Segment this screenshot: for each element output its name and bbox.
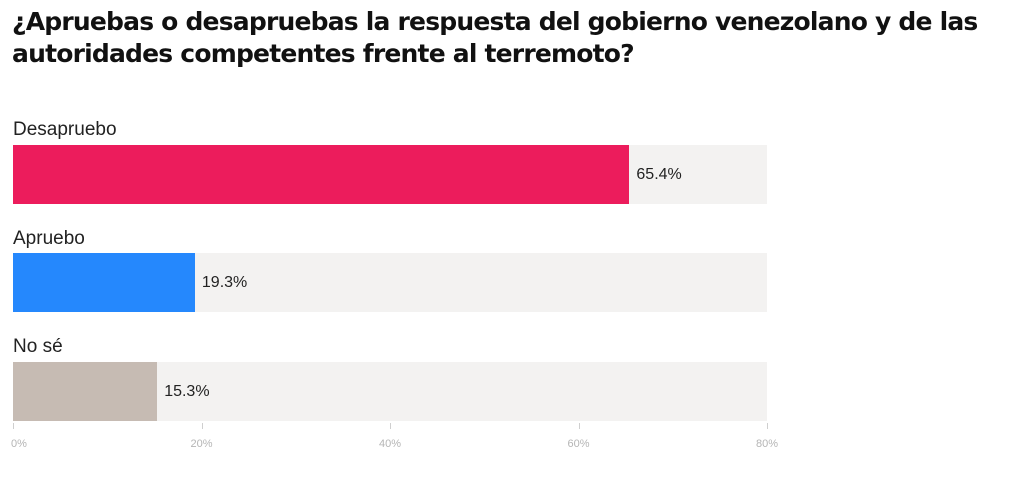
bar-no-se [13, 362, 158, 421]
bar-desapruebo [13, 145, 630, 204]
x-tick-label: 20% [190, 438, 213, 450]
x-tick-mark [767, 423, 768, 429]
x-tick-label: 60% [567, 438, 590, 450]
category-label-desapruebo: Desapruebo [13, 119, 117, 140]
category-label-apruebo: Apruebo [13, 228, 85, 249]
x-tick-label: 0% [11, 438, 27, 450]
bar-apruebo [13, 253, 195, 312]
value-label-desapruebo: 65.4% [636, 165, 682, 183]
bar-track-desapruebo: 65.4% [13, 145, 767, 204]
x-tick-mark [579, 423, 580, 429]
x-tick-label: 40% [378, 438, 402, 450]
bar-track-no-se: 15.3% [13, 362, 767, 421]
value-label-apruebo: 19.3% [201, 273, 248, 291]
bar-track-apruebo: 19.3% [13, 253, 767, 312]
category-label-no-se: No sé [13, 336, 63, 357]
x-tick-mark [390, 423, 391, 429]
chart-title: ¿Apruebas o desapruebas la respuesta del… [12, 7, 978, 68]
x-tick-mark [13, 423, 14, 429]
x-tick-mark [202, 423, 203, 429]
value-label-no-se: 15.3% [164, 382, 210, 400]
x-tick-label: 80% [755, 438, 779, 450]
